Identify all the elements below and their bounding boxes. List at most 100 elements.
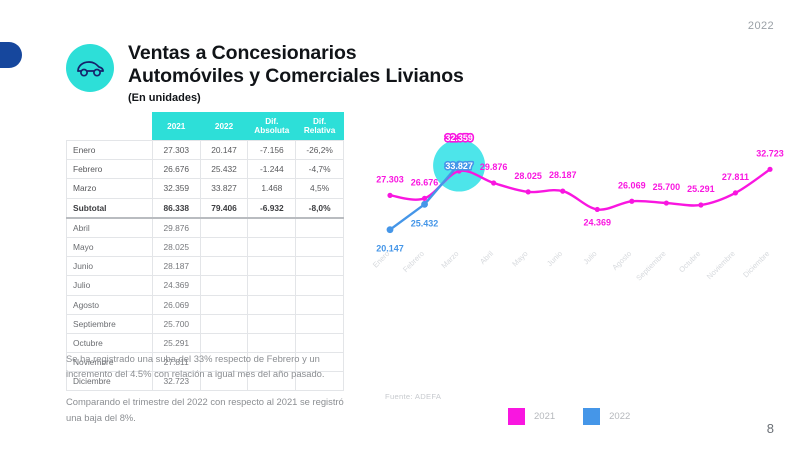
table-cell-v2021: 28.025 xyxy=(151,236,201,258)
table-cell-dif-rel xyxy=(295,352,344,373)
table-cell-dif-rel xyxy=(295,236,344,258)
table-cell-month: Julio xyxy=(66,275,153,296)
note-paragraph-1: Se ha registrado una suba del 33% respec… xyxy=(66,353,325,380)
data-label-2021-Diciembre: 32.723 xyxy=(756,148,784,158)
data-label-2022-Febrero: 25.432 xyxy=(411,218,439,228)
table-cell-month: Octubre xyxy=(66,332,153,354)
sales-table: 2021 2022 Dif. Absoluta Dif. Relativa Enero… xyxy=(66,112,344,392)
table-cell-v2022: 33.827 xyxy=(199,178,249,199)
table-cell-dif-abs: -1.244 xyxy=(247,159,297,180)
data-point-2022-Marzo xyxy=(455,160,463,168)
data-label-2021-Octubre: 25.291 xyxy=(687,184,715,194)
x-axis-label-Junio: Junio xyxy=(545,249,564,268)
data-label-2021-Enero: 27.303 xyxy=(376,174,404,184)
slide-year: 2022 xyxy=(747,20,774,32)
table-row: Junio 28.187 xyxy=(66,256,344,277)
line-chart: 27.303 26.676 32.359 29.876 28.025 28.187 24.3… xyxy=(368,128,788,328)
table-cell-v2021: 29.876 xyxy=(151,217,201,238)
table-cell-v2021: 25.700 xyxy=(151,313,201,334)
table-cell-dif-abs: 1.468 xyxy=(247,178,297,199)
data-point-2021-Noviembre xyxy=(732,190,739,196)
data-point-2021-Junio xyxy=(560,188,566,194)
table-cell-v2021: 32.359 xyxy=(151,178,201,199)
table-cell-v2021: 27.303 xyxy=(151,139,201,161)
table-cell-v2022 xyxy=(199,236,249,258)
x-axis-label-Marzo: Marzo xyxy=(439,249,460,270)
table-cell-v2021: 32.723 xyxy=(151,371,201,392)
car-icon xyxy=(77,61,104,77)
data-label-2021-Abril: 29.876 xyxy=(480,162,508,172)
x-axis-label-Octubre: Octubre xyxy=(677,249,702,274)
table-cell-month: Noviembre xyxy=(66,352,153,373)
table-cell-month: Mayo xyxy=(66,236,153,258)
table-row: Mayo 28.025 xyxy=(66,236,344,258)
data-point-2021-Julio xyxy=(594,206,600,213)
table-cell-dif-rel xyxy=(295,313,344,334)
table-cell-v2021: 25.291 xyxy=(151,332,201,354)
table-cell-v2021: 26.676 xyxy=(151,159,201,180)
table-cell-dif-rel xyxy=(295,275,344,296)
table-cell-dif-rel xyxy=(295,294,344,315)
table-row: Octubre 25.291 xyxy=(66,332,344,354)
data-point-2022-Enero xyxy=(386,226,394,234)
x-axis-label-Noviembre: Noviembre xyxy=(705,249,737,281)
series-labels-2021: 27.303 26.676 32.359 29.876 28.025 28.187 24.3… xyxy=(376,131,784,227)
table-cell-dif-abs: -6.932 xyxy=(247,197,297,219)
table-row: Enero 27.303 20.147 -7.156 -26,2% xyxy=(66,139,344,161)
table-cell-month: Enero xyxy=(66,139,153,161)
page-title-line-1: Ventas a Concesionarios xyxy=(128,42,357,64)
table-row: Diciembre 32.723 xyxy=(66,371,344,392)
data-label-2021-Agosto: 26.069 xyxy=(618,180,646,190)
table-row: Septiembre 25.700 xyxy=(66,313,344,334)
data-point-2022-Febrero xyxy=(421,200,428,208)
table-cell-v2022 xyxy=(199,313,249,334)
table-cell-month: Junio xyxy=(66,256,153,277)
table-col-header-month xyxy=(66,112,153,141)
data-point-2021-Agosto xyxy=(629,198,635,204)
table-cell-month: Febrero xyxy=(66,159,153,180)
data-label-2021-Febrero: 26.676 xyxy=(411,177,439,187)
table-col-header-2021: 2021 xyxy=(152,112,201,141)
table-cell-v2022: 79.406 xyxy=(199,197,249,219)
page-title-line-2: Automóviles y Comerciales Livianos xyxy=(128,64,464,87)
data-point-2021-Septiembre xyxy=(663,200,669,206)
slide-header: Ventas a Concesionarios Automóviles y Co… xyxy=(66,42,464,104)
table-cell-v2021: 26.069 xyxy=(151,294,201,315)
table-row: Julio 24.369 xyxy=(66,275,344,296)
table-cell-dif-rel: -26,2% xyxy=(295,139,344,161)
car-icon-badge xyxy=(66,44,114,92)
table-row: Noviembre 27.811 xyxy=(66,352,344,373)
chart-svg: 27.303 26.676 32.359 29.876 28.025 28.187 24.3… xyxy=(371,131,784,283)
data-label-2021-Julio: 24.369 xyxy=(584,217,612,227)
chart-legend: 2021 2022 xyxy=(508,408,630,425)
table-cell-dif-abs xyxy=(247,256,297,277)
table-body: Enero 27.303 20.147 -7.156 -26,2% Febrero 26.6… xyxy=(66,139,344,392)
chart-source-note: Fuente: ADEFA xyxy=(385,392,442,401)
x-axis-label-Diciembre: Diciembre xyxy=(741,249,771,279)
table-header-row: 2021 2022 Dif. Absoluta Dif. Relativa xyxy=(66,112,344,141)
table-cell-dif-rel xyxy=(295,217,344,238)
table-cell-v2022 xyxy=(199,217,249,238)
legend-swatch-2021 xyxy=(508,408,525,425)
decorative-left-tab xyxy=(0,42,22,68)
table-cell-v2021: 24.369 xyxy=(151,275,201,296)
data-point-2021-Marzo xyxy=(456,168,462,174)
data-label-2021-Junio: 28.187 xyxy=(549,170,577,180)
table-cell-month: Marzo xyxy=(66,178,153,199)
chart-x-axis-labels: Enero Febrero Marzo Abril Mayo Junio Julio Agos… xyxy=(371,249,772,283)
title-block: Ventas a Concesionarios Automóviles y Co… xyxy=(128,42,464,104)
data-point-2021-Mayo xyxy=(525,189,531,195)
data-label-2021-Marzo: 32.359 xyxy=(445,133,473,143)
table-cell-month: Subtotal xyxy=(66,197,153,219)
table-cell-v2022: 20.147 xyxy=(199,139,249,161)
table-cell-dif-abs xyxy=(247,236,297,258)
x-axis-label-Julio: Julio xyxy=(581,249,598,266)
table-cell-v2022 xyxy=(199,275,249,296)
table-cell-month: Septiembre xyxy=(66,313,153,334)
x-axis-label-Abril: Abril xyxy=(478,249,495,266)
table-header: 2021 2022 Dif. Absoluta Dif. Relativa xyxy=(66,112,344,141)
notes-block: Se ha registrado una suba del 33% respec… xyxy=(66,351,351,438)
table-cell-v2021: 86.338 xyxy=(151,197,201,219)
x-axis-label-Septiembre: Septiembre xyxy=(634,249,667,282)
table-cell-v2021: 28.187 xyxy=(151,256,201,277)
